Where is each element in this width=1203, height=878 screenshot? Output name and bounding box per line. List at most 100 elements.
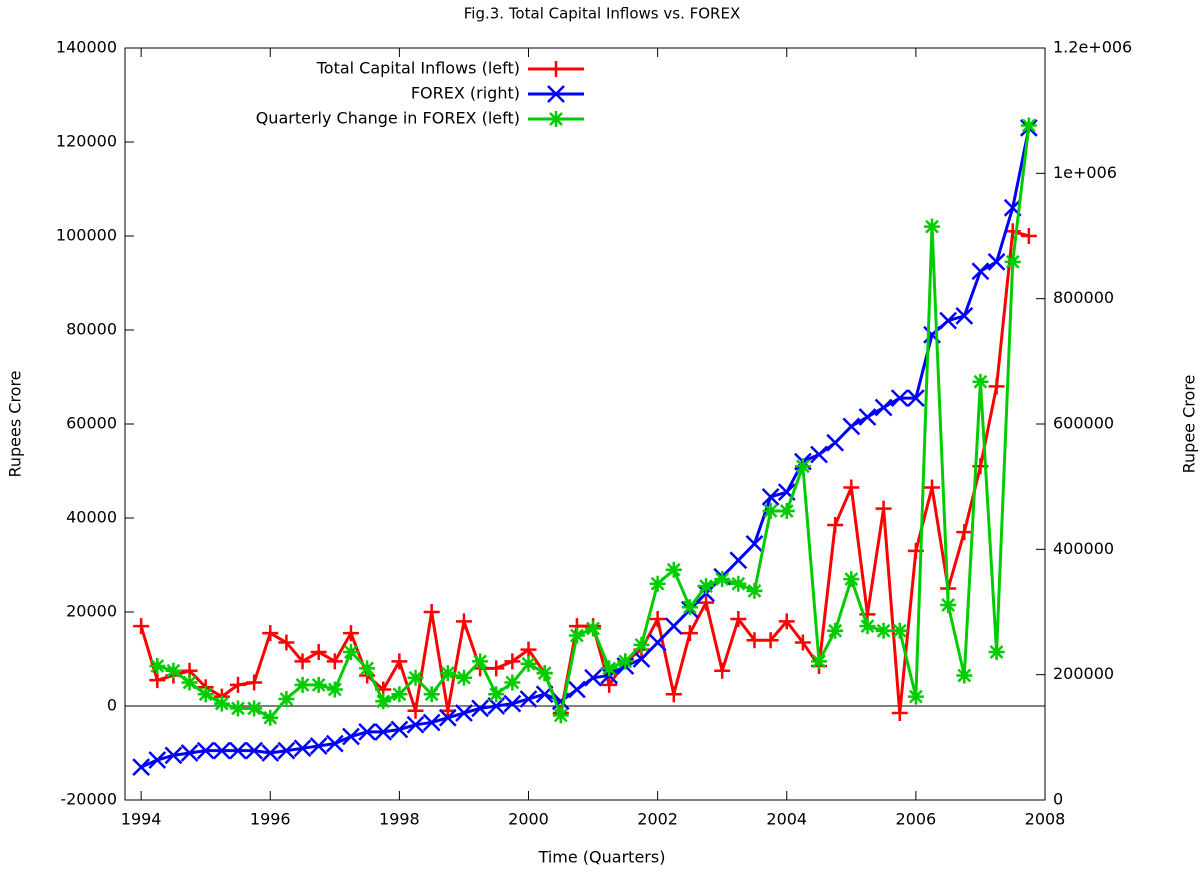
legend-marker — [548, 61, 564, 77]
data-point — [1004, 253, 1021, 270]
data-point — [875, 500, 892, 517]
legend-label: Total Capital Inflows (left) — [316, 59, 520, 78]
plot-frame — [124, 47, 1046, 801]
data-point — [391, 653, 408, 670]
data-point — [956, 524, 973, 541]
data-point — [681, 599, 698, 616]
data-point — [455, 704, 473, 722]
data-point — [649, 611, 666, 628]
data-point — [342, 727, 360, 746]
data-point — [132, 758, 151, 776]
data-point — [1020, 228, 1037, 244]
data-point — [956, 667, 973, 684]
data-point — [811, 653, 828, 670]
x-tick-label: 1994 — [121, 810, 162, 829]
data-point — [520, 641, 537, 658]
data-point — [778, 613, 795, 630]
data-point — [520, 655, 537, 672]
data-point — [665, 686, 682, 703]
data-point — [246, 700, 263, 717]
data-point — [601, 660, 618, 677]
data-point — [810, 445, 828, 464]
data-point — [648, 633, 667, 652]
data-point — [890, 389, 909, 408]
data-point — [375, 693, 392, 710]
data-point — [197, 686, 214, 703]
y-tick-label: -20000 — [60, 790, 117, 809]
data-point — [874, 398, 893, 417]
data-point — [536, 665, 553, 682]
data-point — [246, 674, 263, 691]
data-point — [585, 620, 602, 637]
legend-label: FOREX (right) — [411, 84, 520, 103]
data-point — [342, 643, 359, 660]
data-point — [730, 575, 747, 592]
data-point — [164, 746, 183, 765]
data-point — [568, 627, 585, 644]
data-point — [229, 741, 247, 760]
data-point — [745, 534, 764, 553]
data-point — [859, 618, 876, 635]
data-point — [827, 517, 844, 534]
data-point — [149, 672, 166, 689]
data-point — [407, 702, 424, 719]
data-point — [955, 307, 974, 325]
data-point — [664, 617, 683, 635]
data-point — [262, 709, 279, 726]
data-point — [326, 681, 343, 698]
y2-tick-label: 1e+006 — [1053, 163, 1117, 182]
data-point — [294, 676, 311, 693]
data-point — [488, 660, 505, 677]
data-point — [488, 686, 505, 703]
data-point — [891, 705, 908, 722]
data-point — [762, 502, 779, 519]
y2-tick-label: 400000 — [1053, 539, 1114, 558]
data-point — [633, 636, 650, 653]
data-point — [729, 551, 748, 570]
data-point — [746, 582, 763, 599]
data-point — [794, 458, 811, 475]
data-point — [229, 700, 246, 717]
data-point — [342, 625, 359, 642]
data-point — [503, 694, 522, 713]
x-tick-label: 1996 — [250, 810, 291, 829]
data-point — [358, 722, 376, 741]
legend-marker — [548, 111, 564, 127]
y2-axis-label: Rupee Crore — [1180, 375, 1199, 474]
data-point — [794, 634, 811, 651]
legend-marker — [547, 85, 565, 103]
y-tick-label: 80000 — [66, 320, 117, 339]
data-point — [552, 707, 569, 724]
y-tick-label: 140000 — [56, 38, 117, 57]
y-tick-label: 60000 — [66, 414, 117, 433]
data-point — [245, 741, 264, 760]
data-point — [971, 262, 990, 281]
data-point — [826, 433, 845, 452]
x-tick-label: 2002 — [637, 810, 678, 829]
data-point — [940, 596, 957, 613]
data-point — [165, 662, 182, 679]
y-tick-label: 100000 — [56, 226, 117, 245]
data-point — [924, 479, 941, 496]
data-point — [423, 604, 440, 620]
data-point — [149, 658, 166, 675]
data-point — [310, 643, 327, 660]
y2-tick-label: 200000 — [1053, 664, 1114, 683]
series-line — [139, 229, 1030, 715]
x-tick-label: 2004 — [766, 810, 807, 829]
data-point — [326, 653, 343, 670]
data-point — [181, 674, 198, 691]
data-point — [891, 622, 908, 639]
data-point — [406, 715, 425, 734]
y2-tick-label: 600000 — [1053, 414, 1114, 433]
data-point — [746, 632, 763, 649]
y-tick-label: 40000 — [66, 508, 117, 527]
data-point — [730, 611, 747, 628]
data-point — [875, 622, 892, 639]
data-point — [133, 618, 150, 635]
data-point — [359, 660, 376, 677]
data-point — [761, 487, 780, 506]
data-point — [504, 653, 521, 670]
data-point — [277, 741, 296, 760]
